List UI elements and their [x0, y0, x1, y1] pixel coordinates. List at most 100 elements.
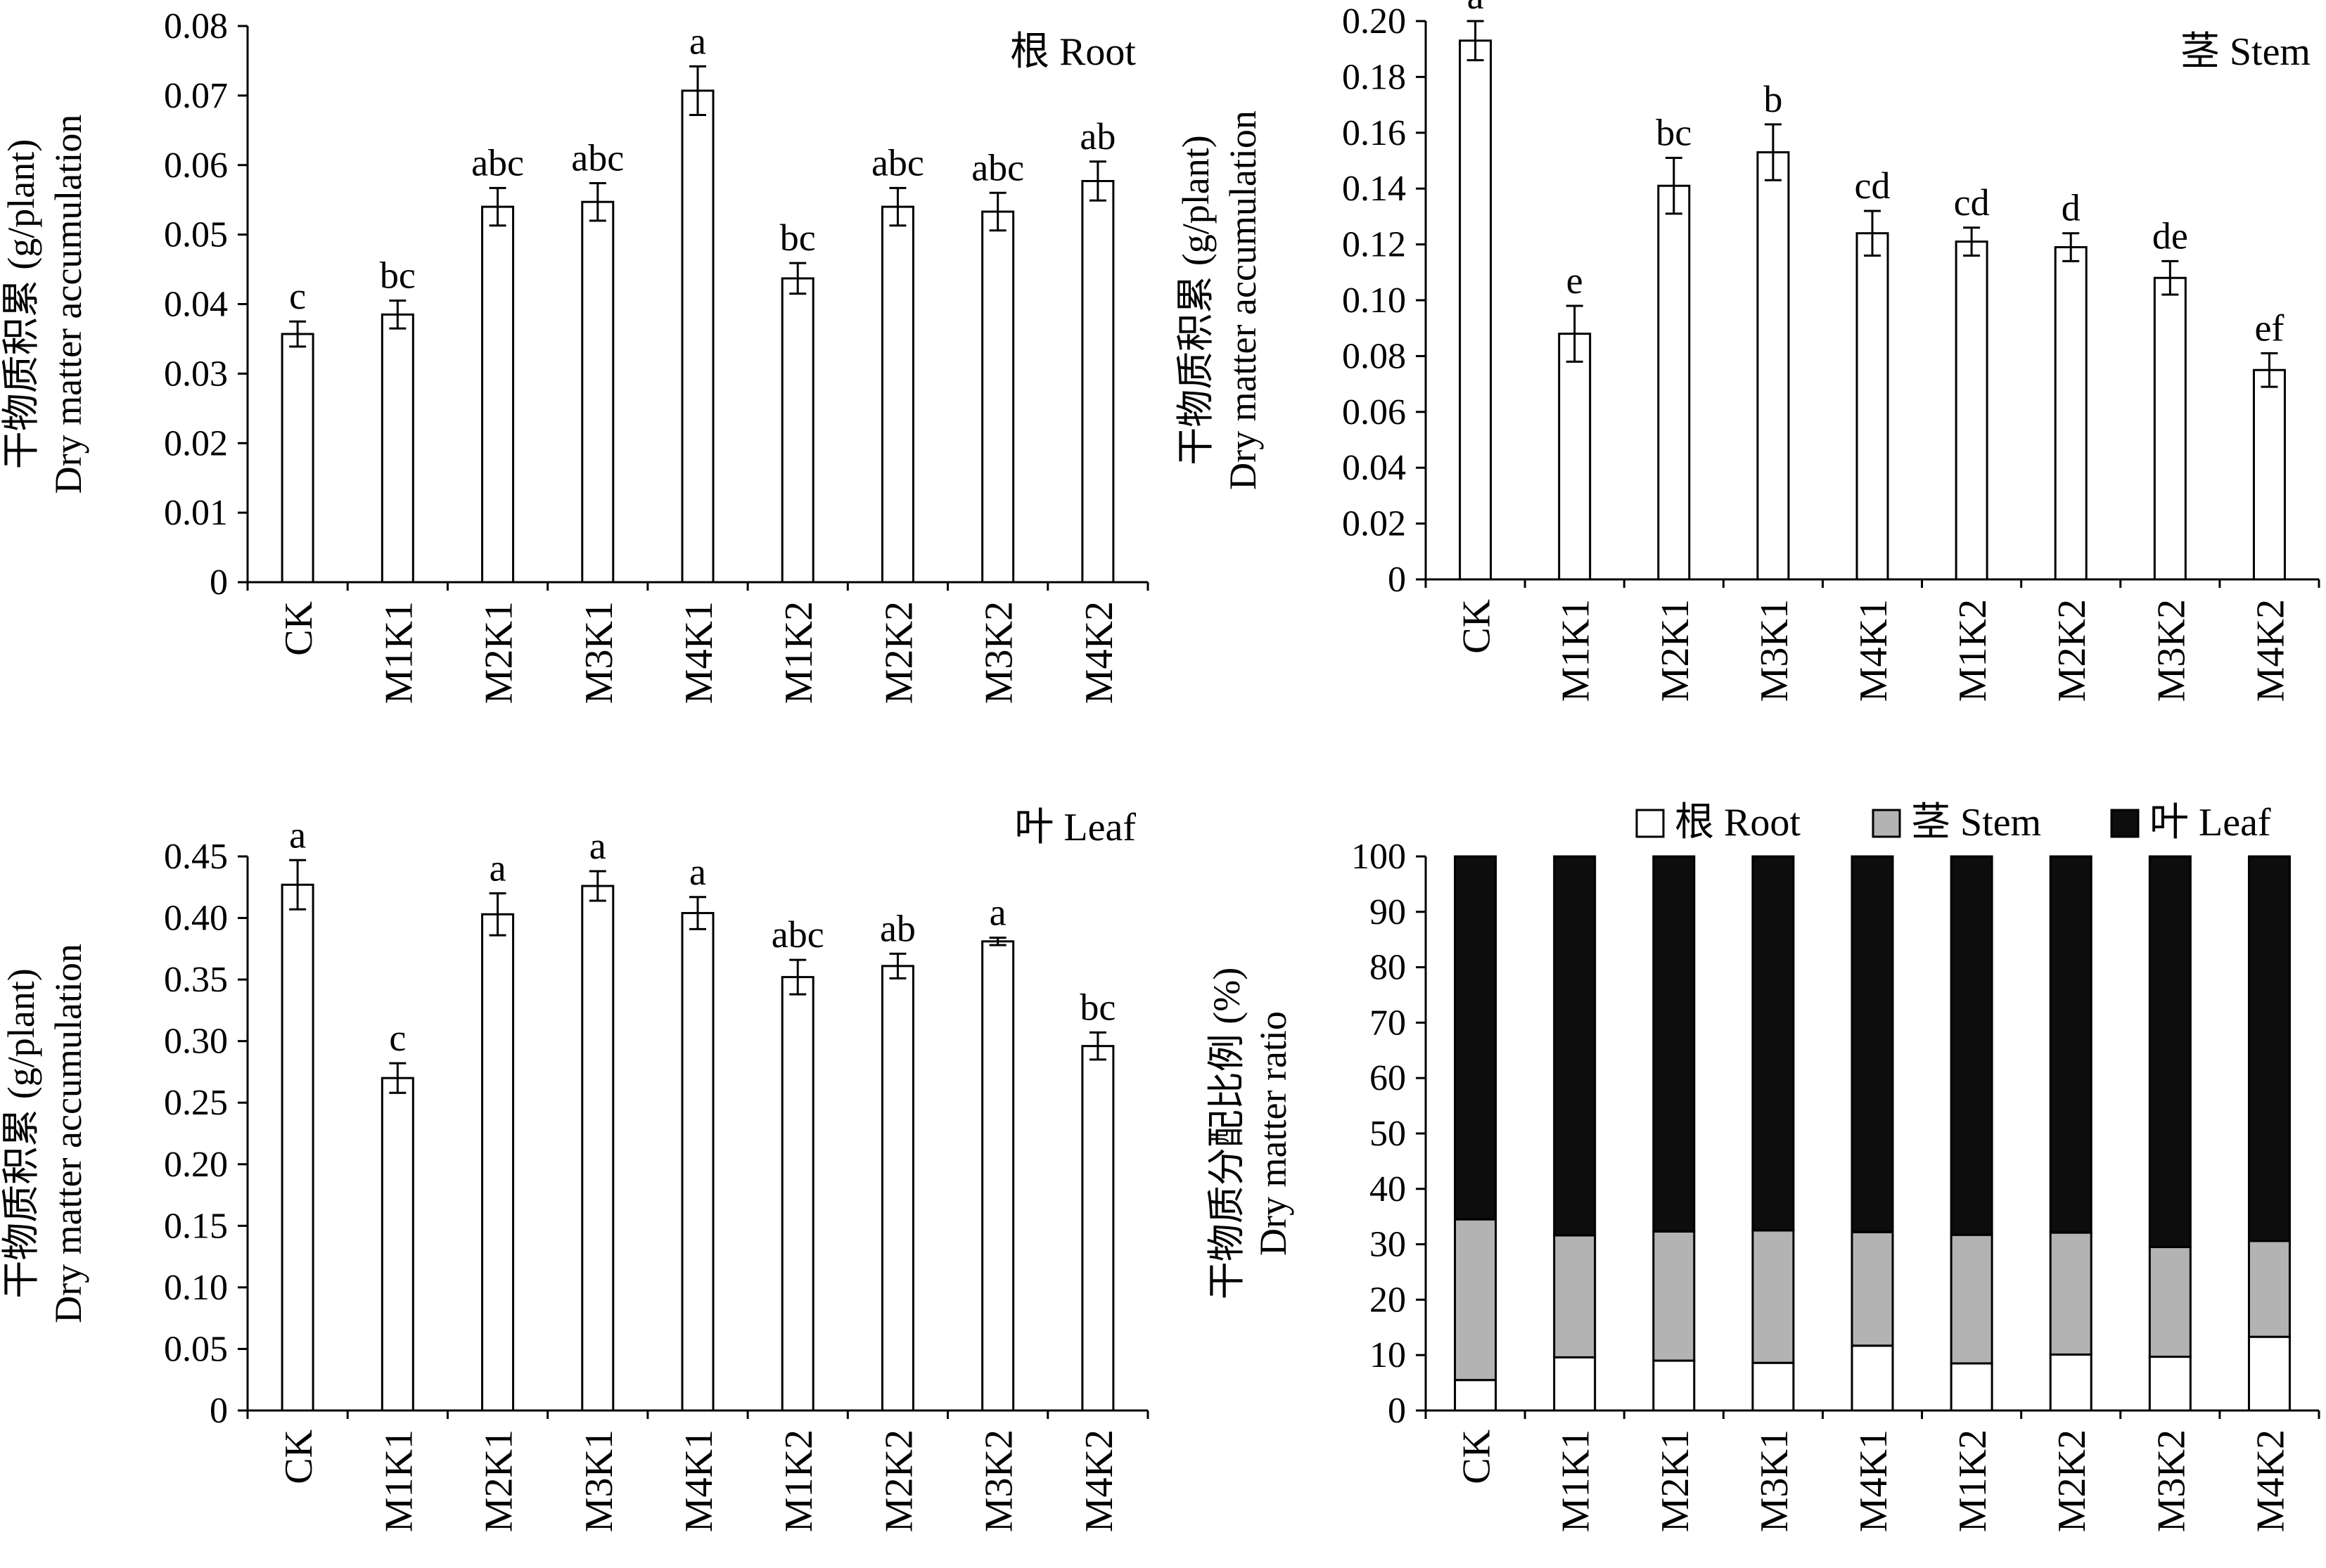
significance-label: cd	[1954, 181, 1990, 224]
chart-root: 0 0.01 0.02 0.03 0.04 0.05 0.06 0.07 0.08 CK M1K1 M…	[0, 6, 1149, 704]
stacked-segment	[1652, 1230, 1696, 1362]
y-tick-label: 50	[1369, 1114, 1406, 1154]
y-tick-label: 0	[1388, 1391, 1406, 1431]
x-category-label: M4K1	[1852, 599, 1896, 702]
x-category-label: M3K2	[2149, 1429, 2193, 1532]
x-category-label: M2K1	[478, 601, 521, 704]
y-tick-label: 0.20	[164, 1145, 228, 1185]
y-tick-label: 0.08	[164, 6, 228, 46]
significance-label: ab	[880, 907, 916, 949]
x-category-label: M4K2	[1078, 1429, 1121, 1532]
y-tick-label: 0	[210, 563, 228, 603]
significance-label: abc	[772, 913, 824, 956]
y-tick-label: 0.15	[164, 1206, 228, 1246]
x-category-label: M2K1	[1654, 599, 1697, 702]
y-tick-label: 0.02	[164, 423, 228, 463]
y-axis-label-cn: 干物质积累 (g/plant)	[0, 968, 42, 1298]
bar	[1756, 151, 1790, 581]
significance-label: ef	[2254, 307, 2284, 349]
bar	[1081, 179, 1115, 584]
stacked-segment	[1751, 855, 1795, 1232]
bar	[681, 89, 715, 584]
x-category-label: M4K1	[677, 1429, 721, 1532]
x-category-label: M3K1	[577, 601, 621, 704]
stacked-segment	[1454, 1379, 1497, 1412]
y-tick-label: 0.30	[164, 1022, 228, 1062]
chart-title: 叶 Leaf	[1014, 806, 1136, 849]
bar	[881, 965, 914, 1412]
significance-label: de	[2152, 214, 2188, 257]
x-category-label: CK	[277, 1429, 321, 1484]
significance-label: a	[1467, 0, 1484, 17]
bar	[781, 976, 814, 1412]
y-tick-label: 0.10	[164, 1268, 228, 1308]
stacked-segment	[2247, 855, 2291, 1242]
x-category-label: M3K2	[2149, 599, 2193, 702]
stacked-segment	[1454, 1218, 1497, 1382]
significance-label: abc	[471, 141, 524, 184]
significance-label: a	[490, 847, 506, 889]
y-tick-label: 0.07	[164, 76, 228, 116]
y-tick-label: 0.01	[164, 493, 228, 533]
x-category-label: M1K1	[377, 601, 421, 704]
x-category-label: CK	[1455, 1429, 1499, 1484]
significance-label: c	[389, 1017, 406, 1059]
stacked-segment	[1851, 1344, 1894, 1412]
significance-label: cd	[1855, 165, 1891, 207]
x-category-label: M3K1	[1753, 1429, 1796, 1532]
x-category-label: CK	[277, 601, 321, 656]
stacked-segment	[1751, 1361, 1795, 1412]
bar	[381, 313, 414, 584]
x-category-label: M4K1	[1852, 1429, 1896, 1532]
significance-label: bc	[1080, 986, 1116, 1028]
stacked-segment	[2247, 1335, 2291, 1412]
y-tick-label: 0.35	[164, 960, 228, 1000]
bar	[1955, 240, 1988, 581]
stacked-segment	[1553, 855, 1597, 1237]
significance-label: ab	[1080, 115, 1116, 158]
stacked-segment	[2049, 855, 2092, 1234]
y-tick-label: 0.40	[164, 899, 228, 939]
x-category-label: M2K1	[478, 1429, 521, 1532]
y-tick-label: 40	[1369, 1169, 1406, 1209]
y-axis-label-en: Dry matter accumulation	[47, 115, 89, 494]
legend-label: 叶 Leaf	[2149, 801, 2271, 844]
y-tick-label: 20	[1369, 1280, 1406, 1320]
y-tick-label: 0.45	[164, 837, 228, 877]
stacked-segment	[1950, 855, 1993, 1236]
x-category-label: M1K2	[1951, 599, 1995, 702]
x-category-label: M1K2	[1951, 1429, 1995, 1532]
x-category-label: M4K2	[1078, 601, 1121, 704]
bar	[1459, 39, 1493, 581]
y-tick-label: 0.14	[1342, 169, 1406, 209]
y-tick-label: 0.12	[1342, 225, 1406, 265]
bar	[581, 200, 615, 584]
y-tick-label: 0.05	[164, 1329, 228, 1369]
x-category-label: M2K1	[1654, 1429, 1697, 1532]
significance-label: bc	[780, 217, 816, 259]
bar	[2054, 246, 2088, 581]
x-category-label: M4K2	[2249, 599, 2292, 702]
chart-stem: 0 0.02 0.04 0.06 0.08 0.10 0.12 0.14 0.16 0.18 0.2…	[1175, 0, 2320, 702]
stacked-segment	[2148, 855, 2192, 1249]
y-tick-label: 0	[210, 1391, 228, 1431]
significance-label: abc	[571, 136, 624, 179]
legend-swatch	[1872, 809, 1901, 838]
x-category-label: M1K1	[377, 1429, 421, 1532]
stacked-segment	[1652, 1359, 1696, 1412]
y-axis-label-cn: 干物质积累 (g/plant)	[1175, 135, 1217, 465]
chart-leaf: 0 0.05 0.10 0.15 0.20 0.25 0.30 0.35 0.40 0.45 CK M…	[0, 806, 1149, 1532]
chart-title: 茎 Stem	[2180, 30, 2311, 74]
y-tick-label: 70	[1369, 1003, 1406, 1043]
y-tick-label: 10	[1369, 1335, 1406, 1375]
chart-title: 根 Root	[1010, 30, 1136, 74]
significance-label: a	[689, 20, 706, 62]
y-tick-label: 0.04	[164, 285, 228, 325]
stacked-segment	[1553, 1356, 1597, 1412]
stacked-segment	[2049, 1353, 2092, 1412]
x-category-label: M3K1	[577, 1429, 621, 1532]
bar	[2252, 368, 2286, 581]
significance-label: c	[289, 275, 306, 317]
bar	[481, 913, 515, 1412]
